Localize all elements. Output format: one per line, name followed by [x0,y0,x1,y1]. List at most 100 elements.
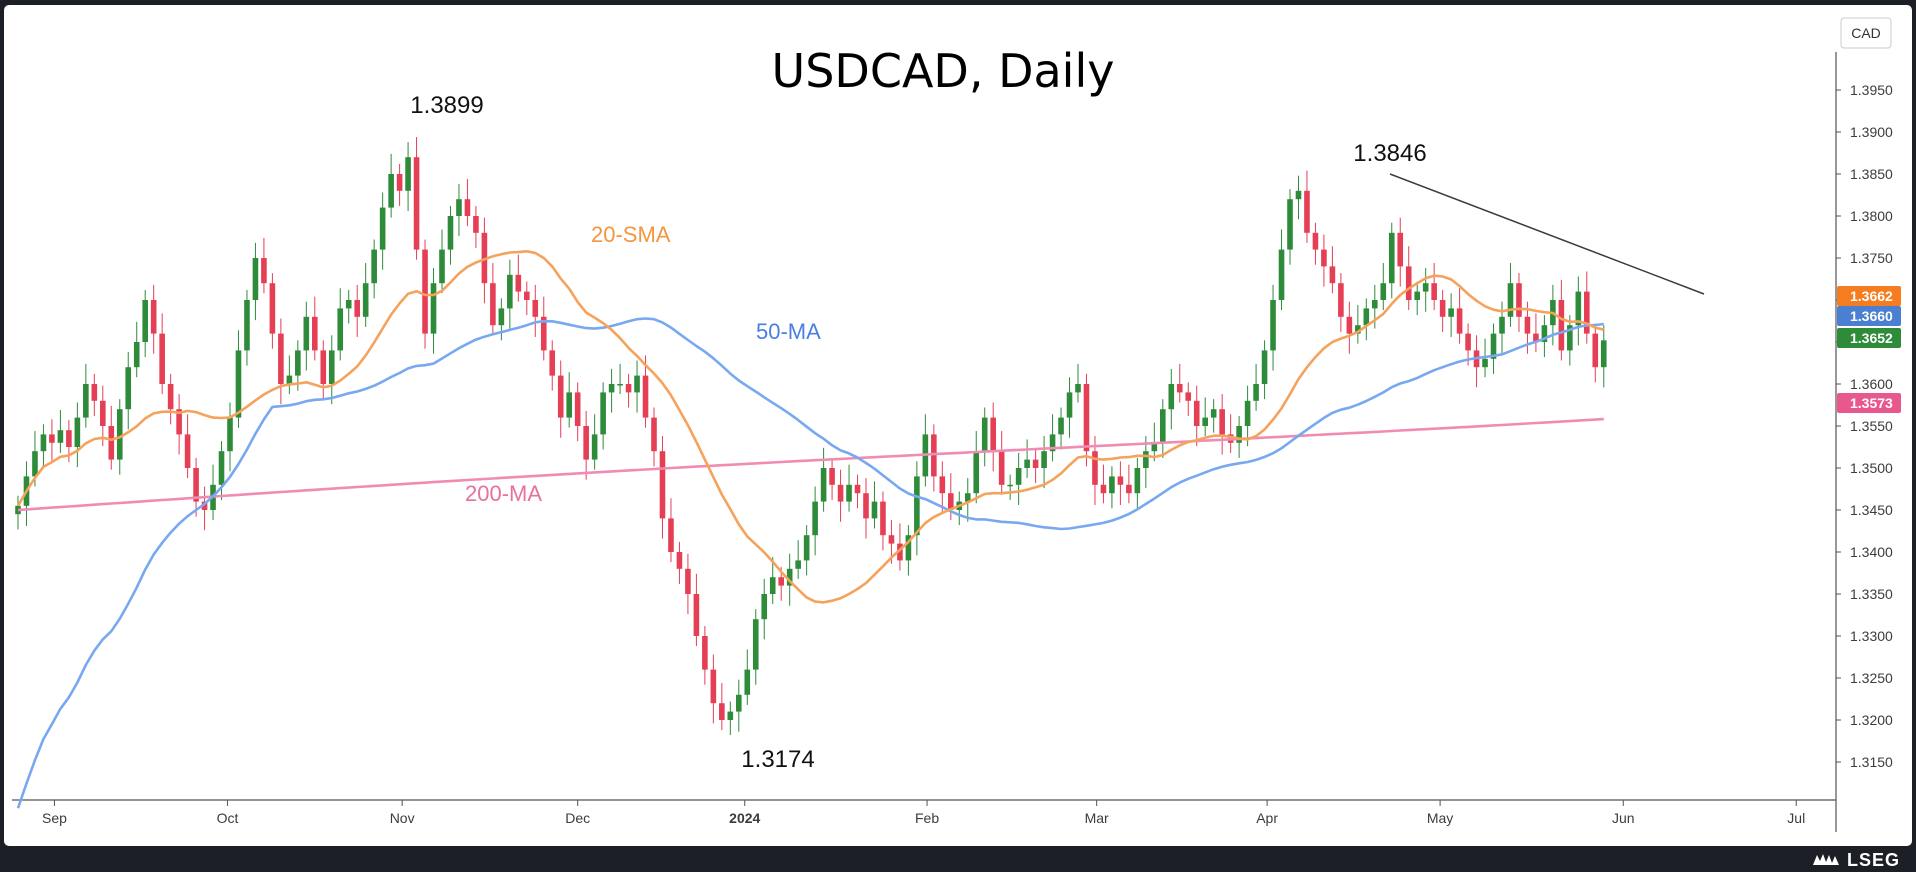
candle-up [1575,291,1582,326]
candle-up [1134,468,1141,494]
candle-up [1278,249,1285,300]
y-tick-label: 1.3900 [1850,124,1893,140]
candle-up [1448,308,1454,317]
candle-up [1024,459,1030,468]
price-badge [1837,393,1901,413]
candle-up [1210,409,1217,418]
candle-up [1202,417,1208,426]
price-badge-label: 1.3662 [1850,288,1893,304]
candle-up [227,417,233,452]
candle-down [837,484,844,502]
candle-up [1236,426,1242,443]
candle-up [125,367,132,410]
candle-down [702,636,708,670]
candle-down [888,535,895,544]
candle-down [1117,476,1124,485]
candle-up [1355,325,1361,334]
candle-up [600,392,606,435]
candles-layer [15,137,1607,736]
candle-up [1253,384,1259,401]
brand-name: LSEG [1846,849,1900,870]
chart-background [4,5,1912,846]
candle-down [1431,283,1437,300]
ma20-line [16,250,1605,604]
ma20-label: 20-SMA [591,222,671,247]
price-badge-label: 1.3573 [1850,395,1893,411]
chart-svg: 1.39501.39001.38501.38001.37501.37001.36… [4,5,1912,846]
candle-down [1584,291,1590,334]
candle-up [1261,350,1268,384]
ma50-line [16,317,1604,809]
candle-up [812,501,818,536]
candle-down [1456,308,1463,334]
x-axis-ticks: Sep Oct Nov Dec 2024 Feb Mar Apr May Jun Jul [42,800,1805,826]
lseg-mark-icon [1812,854,1839,865]
y-tick-label: 1.3350 [1850,586,1893,602]
candle-up [1041,451,1047,468]
candle-down [100,400,106,426]
candle-down [1126,484,1132,494]
candle-down [1176,384,1183,393]
price-badge-label: 1.3652 [1850,330,1893,346]
y-tick-label: 1.3250 [1850,670,1893,686]
candle-up [634,375,640,393]
candle-down [354,300,360,317]
candle-down [413,157,420,250]
candle-up [1151,442,1158,452]
candle-up [252,258,259,300]
x-tick-label: Nov [390,810,415,826]
candle-up [1507,283,1514,317]
candle-up [1066,392,1073,418]
candle-up [744,669,751,695]
candle-up [1372,300,1378,309]
candle-up [820,468,827,502]
candle-down [659,451,666,519]
footer-bar [0,846,1916,872]
candle-down [880,501,886,536]
candle-up [761,594,768,620]
candle-down [1533,333,1539,342]
candle-up [1490,333,1497,359]
y-tick-label: 1.3750 [1850,250,1893,266]
candle-down [1439,300,1446,317]
candle-down [1558,300,1565,351]
candle-down [710,669,717,704]
candle-up [1388,232,1395,284]
candle-up [1058,417,1064,435]
x-tick-label: Apr [1256,810,1278,826]
candle-down [574,392,581,426]
candle-down [167,384,174,410]
candle-up [1168,384,1175,410]
candle-up [430,283,437,334]
candle-down [1346,316,1353,334]
candle-up [295,350,301,376]
candle-up [752,619,759,670]
candle-up [608,384,615,393]
candle-down [540,316,547,351]
candle-down [1304,190,1310,233]
candle-up [371,249,377,284]
candle-up [1015,468,1022,485]
candle-up [337,308,344,351]
candle-down [312,316,318,351]
candle-up [133,342,140,368]
ma200-label: 200-MA [465,481,542,506]
candle-down [49,434,55,443]
candle-up [1380,283,1387,300]
candle-down [998,451,1005,485]
candle-up [1482,358,1488,368]
chart-title: USDCAD, Daily [772,44,1115,98]
candle-down [829,468,835,485]
candle-up [379,207,386,250]
candle-up [456,199,462,216]
candle-up [362,283,369,317]
candle-up [1499,316,1505,334]
candle-down [464,199,471,216]
candle-down [1312,232,1319,250]
candle-down [719,703,725,720]
ma200-line [17,417,1604,512]
candle-down [668,518,674,552]
candle-up [439,249,445,284]
candle-down [1185,392,1192,401]
candle-down [1329,266,1336,284]
